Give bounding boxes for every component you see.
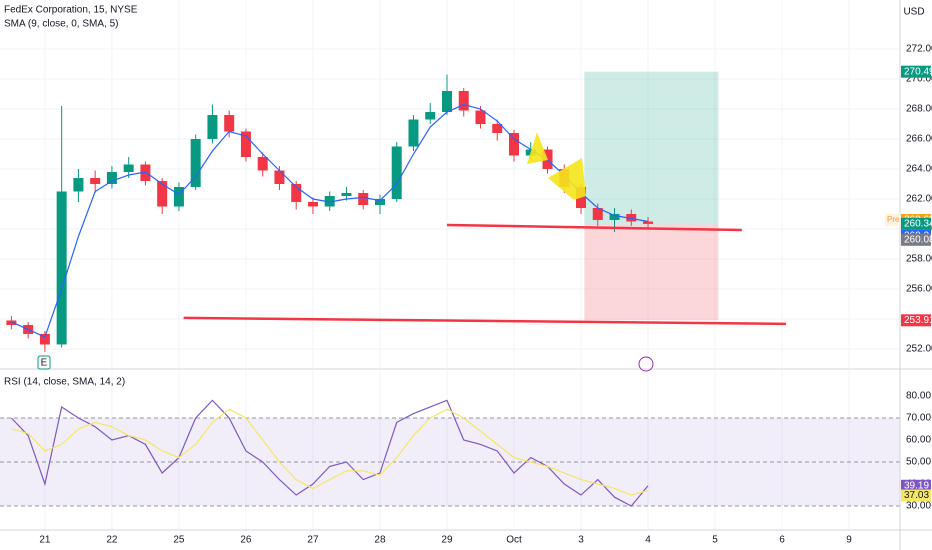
axis-tag-label: 37.03 bbox=[904, 490, 929, 501]
chart-title: FedEx Corporation, 15, NYSE bbox=[4, 5, 138, 16]
candle-body bbox=[441, 91, 452, 113]
x-tick-label: 4 bbox=[645, 535, 651, 546]
earnings-marker[interactable] bbox=[37, 355, 51, 370]
axis-tag bbox=[901, 217, 931, 230]
pattern-shape bbox=[548, 158, 586, 200]
axis-tag-label: 253.91 bbox=[904, 315, 932, 326]
candle-body bbox=[425, 112, 436, 120]
candle-body bbox=[224, 115, 235, 132]
y-tick-label: 60.00 bbox=[906, 435, 931, 446]
axis-tag bbox=[901, 65, 931, 78]
candle-body bbox=[324, 195, 335, 207]
candle-body bbox=[73, 178, 84, 192]
candle-body bbox=[123, 164, 134, 173]
axis-tag bbox=[885, 213, 900, 226]
x-tick-label: 22 bbox=[106, 535, 118, 546]
x-tick-label: 9 bbox=[846, 535, 852, 546]
trend-line bbox=[183, 316, 787, 326]
axis-tag-label: 270.49 bbox=[904, 66, 932, 77]
event-icon[interactable] bbox=[638, 356, 654, 372]
y-tick-label: 270.00 bbox=[906, 74, 932, 85]
x-tick-label: 25 bbox=[173, 535, 185, 546]
candle-body bbox=[207, 115, 218, 140]
candle-body bbox=[106, 172, 117, 184]
x-tick-label: 21 bbox=[39, 535, 51, 546]
candle-body bbox=[475, 110, 486, 125]
candle-body bbox=[391, 146, 402, 199]
x-tick-label: 26 bbox=[240, 535, 252, 546]
axis-tag-label: 260.08 bbox=[904, 234, 932, 245]
y-tick-label: 266.00 bbox=[906, 134, 932, 145]
axis-tag bbox=[901, 489, 931, 502]
candle-body bbox=[56, 191, 67, 345]
y-tick-label: 80.00 bbox=[906, 391, 931, 402]
profit-zone bbox=[584, 71, 719, 225]
x-tick-label: 28 bbox=[374, 535, 386, 546]
candle-body bbox=[358, 192, 369, 205]
series-line bbox=[11, 408, 649, 496]
candle-body bbox=[6, 320, 17, 325]
x-tick-label: 5 bbox=[712, 535, 718, 546]
candle-body bbox=[157, 181, 168, 207]
y-tick-label: 262.00 bbox=[906, 194, 932, 205]
candle-body bbox=[274, 170, 285, 184]
earnings-label: E bbox=[41, 358, 48, 369]
candle-body bbox=[140, 164, 151, 182]
x-tick-label: 6 bbox=[779, 535, 785, 546]
loss-zone bbox=[584, 224, 719, 321]
candle-body bbox=[458, 91, 469, 111]
candle-body bbox=[173, 186, 184, 207]
candle-body bbox=[643, 221, 654, 224]
candle-body bbox=[307, 201, 318, 207]
candle-body bbox=[39, 333, 50, 345]
candle-body bbox=[240, 131, 251, 158]
candle-body bbox=[626, 213, 637, 222]
x-tick-label: Oct bbox=[506, 535, 522, 546]
candle-body bbox=[408, 119, 419, 147]
indicator-label: RSI (14, close, SMA, 14, 2) bbox=[4, 377, 125, 388]
currency[interactable]: USD bbox=[903, 7, 924, 18]
y-tick-label: 256.00 bbox=[906, 284, 932, 295]
candle-body bbox=[291, 184, 302, 202]
candle-body bbox=[374, 198, 385, 205]
axis-tag bbox=[901, 479, 931, 492]
x-tick-label: 3 bbox=[578, 535, 584, 546]
y-tick-label: 30.00 bbox=[906, 501, 931, 512]
plot bbox=[0, 0, 900, 530]
series-line bbox=[10, 399, 649, 507]
candle-body bbox=[492, 124, 503, 134]
axis-tag bbox=[901, 233, 931, 246]
axis-tag-label: 260.34 bbox=[904, 219, 932, 230]
candle-body bbox=[90, 178, 101, 184]
x-tick-label: 29 bbox=[441, 535, 453, 546]
y-tick-label: 272.00 bbox=[906, 44, 932, 55]
y-tick-label: 258.00 bbox=[906, 254, 932, 265]
y-tick-label: 264.00 bbox=[906, 164, 932, 175]
candle-body bbox=[257, 157, 268, 171]
indicator-label: SMA (9, close, 0, SMA, 5) bbox=[4, 19, 118, 30]
y-tick-label: 268.00 bbox=[906, 104, 932, 115]
axis-tag bbox=[901, 314, 931, 327]
candle-body bbox=[592, 207, 603, 220]
x-tick-label: 27 bbox=[307, 535, 319, 546]
y-tick-label: 70.00 bbox=[906, 413, 931, 424]
candle-body bbox=[341, 192, 352, 196]
candle-body bbox=[508, 133, 519, 156]
candle-body bbox=[190, 139, 201, 187]
pattern-shape bbox=[527, 132, 548, 164]
candle-body bbox=[609, 213, 620, 220]
y-tick-label: 252.00 bbox=[906, 344, 932, 355]
axis-tag-label: 39.19 bbox=[904, 480, 929, 491]
y-tick-label: 50.00 bbox=[906, 457, 931, 468]
axis-tag-name: Pre bbox=[887, 215, 900, 224]
trend-line bbox=[446, 223, 742, 232]
